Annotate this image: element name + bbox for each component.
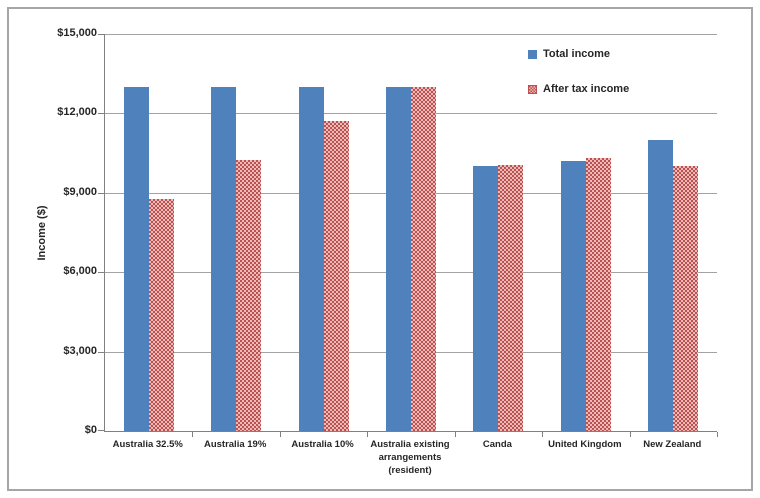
x-tick-label: Australia 10% [291, 439, 354, 450]
x-tick-label: United Kingdom [548, 439, 622, 450]
bar-total-income [648, 140, 674, 431]
bar-group [192, 34, 279, 431]
y-axis-tick [98, 34, 105, 35]
y-tick-label: $12,000 [57, 106, 97, 118]
patterned-square-icon [528, 84, 537, 94]
bar-group [542, 34, 629, 431]
x-tick-label: Canda [482, 439, 512, 450]
legend-label: After tax income [543, 83, 630, 95]
y-tick-label: $0 [84, 424, 97, 436]
x-tick-label: New Zealand [643, 439, 702, 450]
bar-after-tax-income [148, 199, 174, 431]
bar-total-income [123, 87, 149, 431]
y-tick-label: $6,000 [63, 265, 97, 277]
x-axis-tick [455, 432, 456, 437]
bar-group [630, 34, 717, 431]
chart-frame: Income ($) Total income After tax income … [7, 7, 753, 491]
x-axis-tick [192, 432, 193, 437]
bar-total-income [211, 87, 237, 431]
bar-group [367, 34, 454, 431]
bar-after-tax-income [323, 121, 349, 431]
bar-total-income [560, 161, 586, 431]
y-axis-tick [98, 352, 105, 353]
y-tick-label: $3,000 [63, 345, 97, 357]
bar-group [280, 34, 367, 431]
y-axis-title: Income ($) [36, 205, 48, 261]
x-axis-tick [717, 432, 718, 437]
y-tick-label: $15,000 [57, 27, 97, 39]
x-tick-label: Australia existing arrangements (residen… [370, 439, 450, 476]
y-axis-tick [98, 193, 105, 194]
legend-label: Total income [543, 48, 611, 60]
legend-item-after-tax-income: After tax income [528, 80, 629, 98]
bar-group [105, 34, 192, 431]
bar-group [455, 34, 542, 431]
x-tick-label: Australia 32.5% [112, 439, 183, 450]
legend-item-total-income: Total income [528, 45, 629, 63]
gridline [105, 34, 717, 35]
bar-after-tax-income [410, 87, 436, 431]
bar-after-tax-income [236, 160, 262, 431]
legend: Total income After tax income [528, 45, 629, 115]
y-axis-tick [98, 430, 105, 431]
bar-after-tax-income [585, 158, 611, 431]
x-axis-tick [630, 432, 631, 437]
x-axis-tick [367, 432, 368, 437]
solid-square-icon [528, 49, 537, 59]
x-axis-tick [280, 432, 281, 437]
y-tick-label: $9,000 [63, 186, 97, 198]
bar-after-tax-income [673, 166, 699, 431]
y-axis-tick [98, 272, 105, 273]
bar-after-tax-income [498, 165, 524, 431]
bar-total-income [385, 87, 411, 431]
bar-total-income [298, 87, 324, 431]
x-axis-tick [542, 432, 543, 437]
bar-total-income [473, 166, 499, 431]
plot-area [98, 34, 718, 437]
y-axis-tick [98, 113, 105, 114]
x-tick-label: Australia 19% [203, 439, 267, 450]
